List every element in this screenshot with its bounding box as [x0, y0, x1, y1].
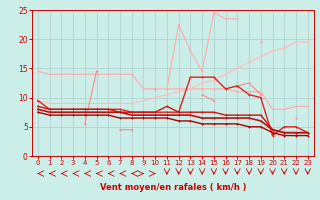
X-axis label: Vent moyen/en rafales ( km/h ): Vent moyen/en rafales ( km/h ) [100, 183, 246, 192]
